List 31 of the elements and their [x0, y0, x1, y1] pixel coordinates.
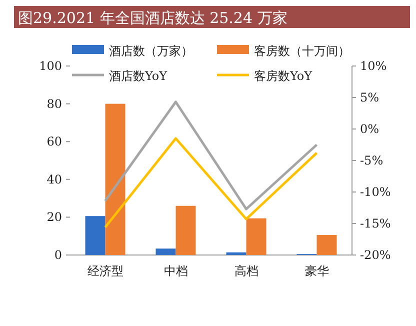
- y-tick-label: 0: [54, 248, 62, 262]
- legend-label: 客房数YoY: [254, 69, 314, 83]
- y-tick-label: 20: [46, 210, 62, 224]
- bar: [85, 216, 106, 255]
- bar: [226, 252, 246, 255]
- bar: [246, 218, 266, 255]
- chart-title: 图29.2021 年全国酒店数达 25.24 万家: [18, 9, 288, 27]
- legend-label: 酒店数（万家）: [109, 44, 193, 58]
- bar: [176, 206, 196, 255]
- y2-tick-label: -10%: [360, 185, 391, 199]
- y2-tick-label: 10%: [360, 59, 387, 73]
- y2-tick-label: -20%: [360, 248, 391, 262]
- y-tick-label: 100: [39, 59, 62, 73]
- y2-tick-label: 0%: [360, 122, 380, 136]
- y-tick-label: 40: [46, 172, 62, 186]
- y-tick-label: 80: [46, 96, 62, 111]
- x-tick-label: 高档: [234, 264, 258, 278]
- bar: [316, 234, 337, 255]
- y2-tick-label: -5%: [360, 154, 384, 168]
- legend-label: 酒店数YoY: [109, 69, 168, 83]
- legend-label: 客房数（十万间）: [254, 44, 350, 58]
- bar: [105, 104, 126, 255]
- line-series: [104, 100, 318, 210]
- x-tick-label: 中档: [164, 264, 188, 278]
- x-tick-label: 豪华: [304, 264, 329, 278]
- x-tick-label: 经济型: [87, 264, 124, 278]
- y-tick-label: 60: [46, 134, 62, 149]
- line-series: [104, 137, 318, 229]
- y2-tick-label: 5%: [360, 90, 380, 104]
- y2-tick-label: -15%: [360, 216, 391, 230]
- bar: [156, 248, 176, 255]
